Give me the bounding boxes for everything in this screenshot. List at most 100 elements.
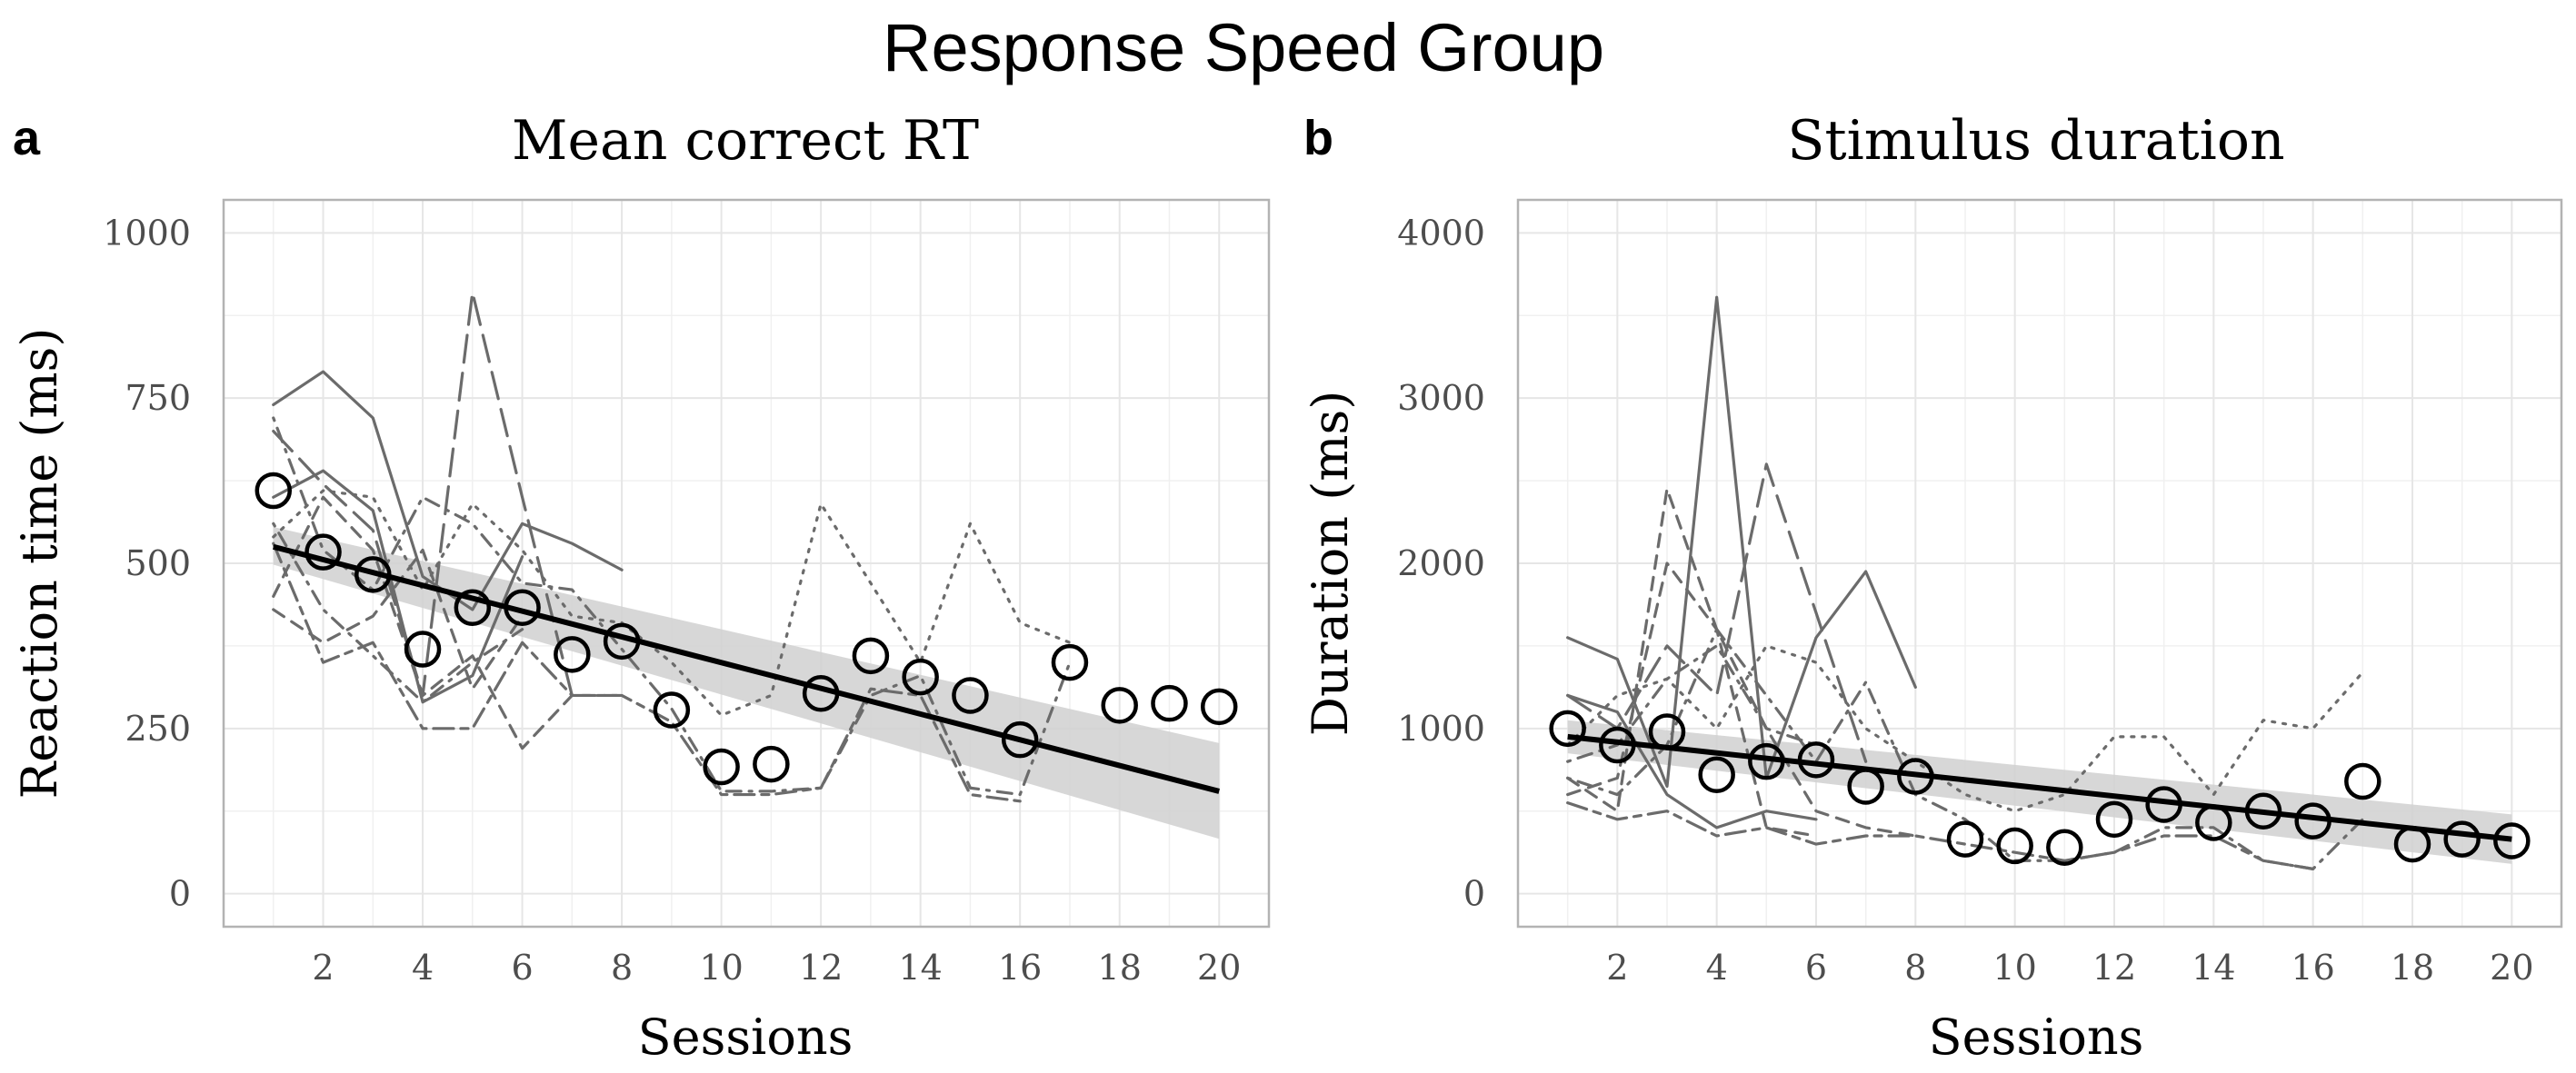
mean-point [1946,820,1984,858]
y-tick-label: 750 [125,378,191,418]
x-tick-label: 14 [2192,948,2235,988]
y-tick-label: 1000 [1397,709,1485,749]
individual-series-line [272,489,1072,717]
x-tick-label: 18 [2391,948,2434,988]
mean-point [1200,688,1238,726]
mean-point [2244,792,2282,830]
panel-b: b Stimulus duration 2 4 6 8 10 12 14 16 18 20 0 100… [1302,109,2563,1066]
panel-a: a Mean correct RT 2 4 6 8 10 12 14 16 18 20 0 250 50… [11,109,1271,1066]
mean-point [1151,684,1188,722]
individual-series-line [1566,693,1818,830]
panel-a-confidence-band [273,527,1220,840]
mean-point [2294,802,2331,840]
x-tick-label: 10 [1992,948,2036,988]
y-tick-label: 2000 [1397,543,1485,583]
x-tick-label: 6 [1805,948,1827,988]
x-tick-label: 16 [2291,948,2334,988]
regression-line [273,543,1220,794]
y-tick-label: 250 [125,709,191,749]
panel-b-individual-lines [1566,295,2364,870]
x-tick-label: 6 [511,948,533,988]
mean-point [2046,829,2083,866]
individual-series-line [1566,801,2315,870]
mean-point [2145,786,2182,823]
mean-point [504,589,541,626]
panel-b-title: Stimulus duration [1787,109,2284,173]
x-tick-label: 8 [611,948,633,988]
x-tick-label: 18 [1098,948,1142,988]
x-tick-label: 4 [1706,948,1728,988]
mean-point [1001,720,1039,759]
individual-series-line [1566,561,1818,838]
panel-b-y-axis-label: Duration (ms) [1302,391,1359,737]
panel-b-letter: b [1303,111,1333,165]
panel-a-regression-line [273,543,1220,794]
mean-point [554,636,591,673]
x-tick-label: 20 [1197,948,1241,988]
confidence-band [273,527,1220,840]
individual-series-line [272,522,524,704]
mean-point [1599,726,1636,764]
x-tick-label: 12 [2092,948,2136,988]
x-tick-label: 20 [2490,948,2533,988]
mean-point [653,691,691,729]
panel-a-individual-lines [272,291,1072,803]
plot-border [222,198,1271,929]
mean-point [753,745,790,783]
mean-point [2393,825,2431,863]
mean-point [802,675,840,712]
x-tick-label: 10 [699,948,743,988]
x-tick-label: 2 [312,948,334,988]
individual-series-line [1566,295,1917,789]
mean-point [1797,741,1835,779]
mean-point [2095,800,2133,839]
plot-border [1516,198,2563,929]
mean-point [1897,758,1934,795]
figure-title: Response Speed Group [883,10,1604,85]
panel-b-tick-labels: 2 4 6 8 10 12 14 16 18 20 0 1000 2000 3000 4000 [1397,213,2533,988]
y-tick-label: 3000 [1397,378,1485,418]
x-tick-label: 8 [1904,948,1926,988]
individual-series-line [272,416,1072,797]
mean-point [952,677,989,714]
x-tick-label: 12 [799,948,843,988]
individual-series-line [272,541,1022,803]
mean-point [1996,827,2033,865]
mean-point [255,472,293,510]
individual-series-line [272,469,524,704]
panel-a-mean-points [255,472,1238,786]
mean-point [1648,713,1686,750]
panel-b-regression-line [1567,733,2512,842]
panel-b-confidence-band [1567,720,2512,864]
panel-a-y-axis-label: Reaction time (ms) [11,328,68,800]
y-tick-label: 1000 [103,213,191,253]
mean-point [354,556,392,593]
mean-point [2195,804,2232,841]
y-tick-label: 0 [1463,874,1485,914]
individual-series-line [272,495,624,750]
panel-b-mean-points [1549,710,2531,866]
mean-point [703,748,740,786]
y-tick-label: 4000 [1397,213,1485,253]
panel-a-title: Mean correct RT [512,109,979,173]
x-tick-label: 2 [1606,948,1628,988]
mean-point [454,589,492,626]
mean-point [852,637,890,675]
mean-point [1698,756,1735,793]
mean-point [2443,820,2481,858]
mean-point [1101,687,1138,724]
regression-line [1567,733,2512,842]
x-tick-label: 4 [412,948,434,988]
mean-point [1051,643,1089,681]
panel-b-x-axis-label: Sessions [1929,1008,2144,1066]
x-tick-label: 14 [898,948,942,988]
y-tick-label: 0 [169,874,191,914]
mean-point [404,631,442,668]
x-tick-label: 16 [998,948,1042,988]
y-tick-label: 500 [125,543,191,583]
mean-point [902,658,939,696]
individual-series-line [272,548,524,690]
mean-point [2344,762,2381,800]
mean-point [603,622,641,661]
